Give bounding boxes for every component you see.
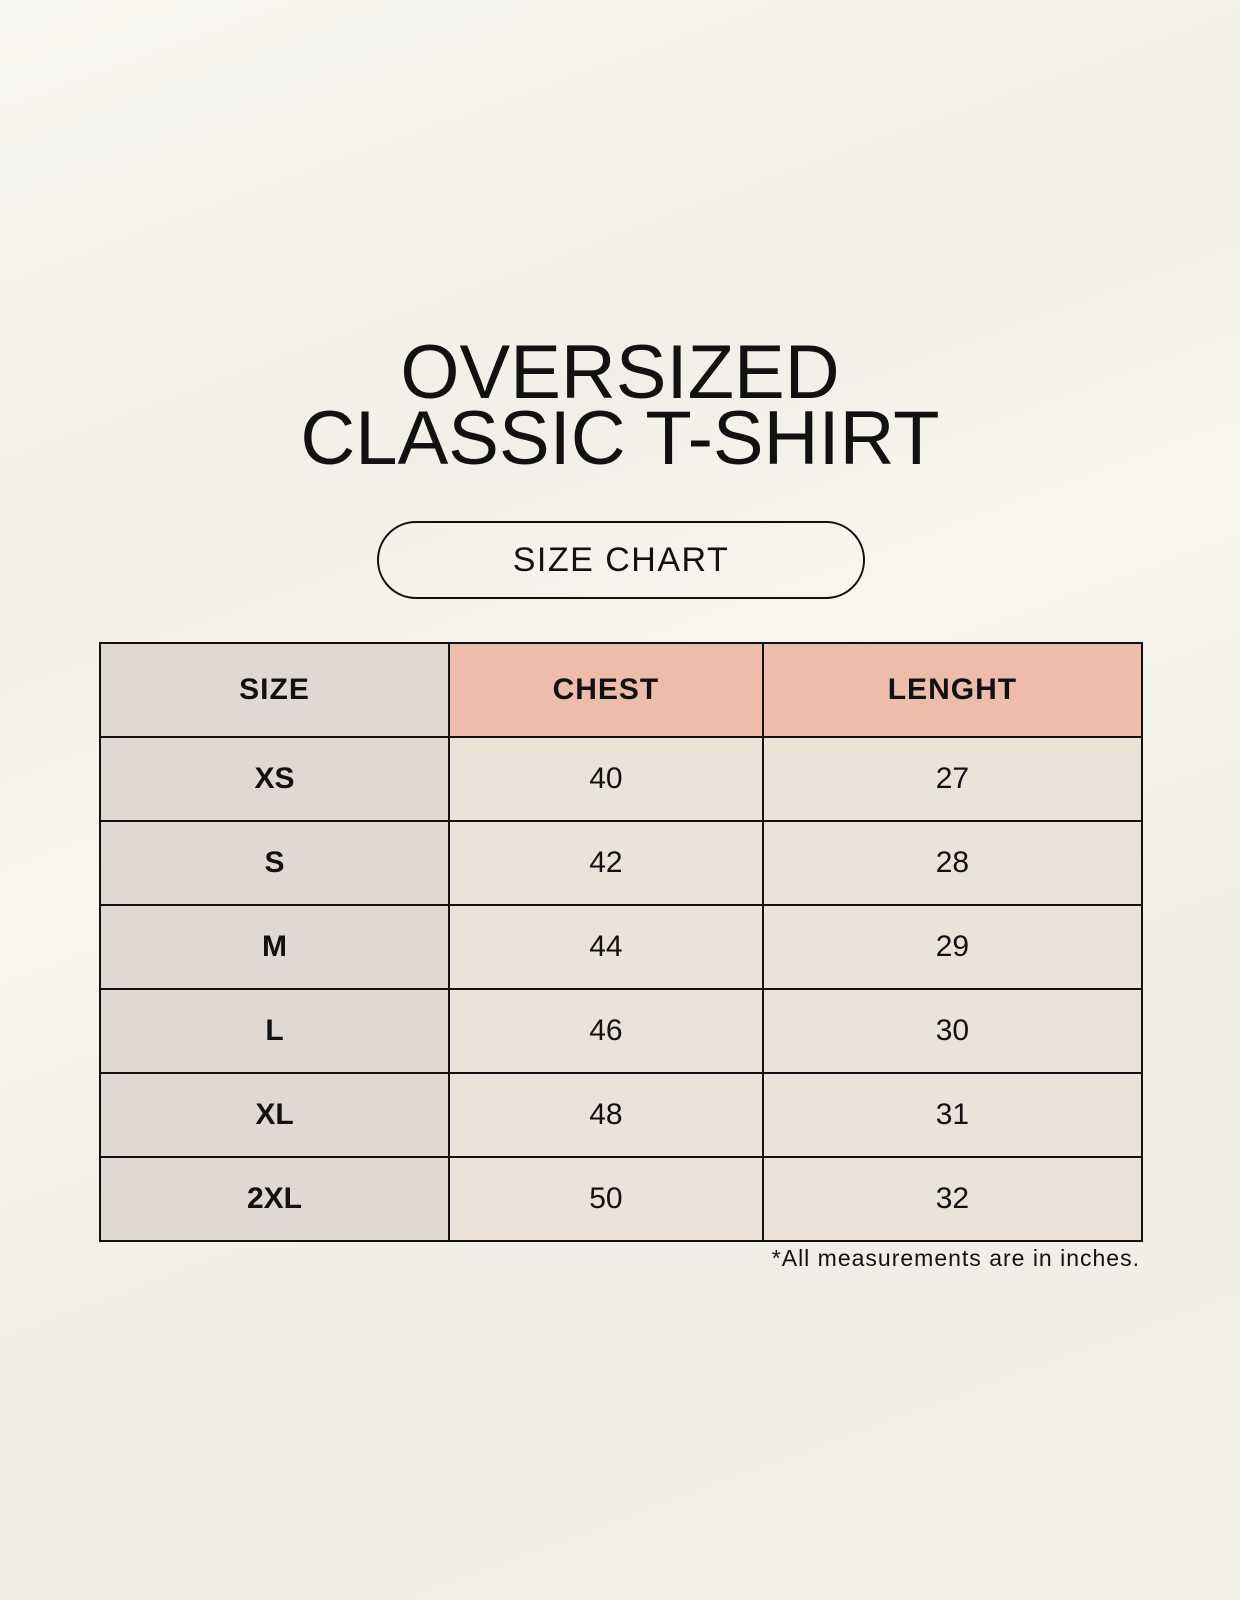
length-cell: 31: [761, 1072, 1144, 1158]
chest-cell: 46: [448, 988, 764, 1074]
size-cell: 2XL: [99, 1156, 450, 1242]
chest-cell: 42: [448, 820, 764, 906]
length-cell: 29: [761, 904, 1144, 990]
table-row: 2XL 50 32: [99, 1156, 1144, 1242]
measurement-footnote: *All measurements are in inches.: [771, 1245, 1140, 1271]
chest-cell: 48: [448, 1072, 764, 1158]
title-line-2: CLASSIC T-SHIRT: [300, 396, 940, 481]
size-cell: L: [99, 988, 450, 1074]
header-chest: CHEST: [448, 642, 764, 738]
table-row: XS 40 27: [99, 736, 1144, 822]
size-cell: XS: [99, 736, 450, 822]
length-cell: 28: [761, 820, 1144, 906]
table-row: S 42 28: [99, 820, 1144, 906]
size-cell: XL: [99, 1072, 450, 1158]
table-row: L 46 30: [99, 988, 1144, 1074]
size-cell: M: [99, 904, 450, 990]
size-cell: S: [99, 820, 450, 906]
chest-cell: 40: [448, 736, 764, 822]
header-length: LENGHT: [761, 642, 1144, 738]
length-cell: 27: [761, 736, 1144, 822]
table-row: M 44 29: [99, 904, 1144, 990]
table-header-row: SIZE CHEST LENGHT: [99, 642, 1144, 738]
page-title: OVERSIZED CLASSIC T-SHIRT: [0, 330, 1240, 481]
length-cell: 30: [761, 988, 1144, 1074]
size-table: SIZE CHEST LENGHT XS 40 27 S 42 28 M 44 …: [99, 642, 1144, 1242]
size-chart-badge: SIZE CHART: [377, 521, 865, 599]
title-line-1: OVERSIZED: [400, 330, 840, 415]
chest-cell: 50: [448, 1156, 764, 1242]
length-cell: 32: [761, 1156, 1144, 1242]
table-row: XL 48 31: [99, 1072, 1144, 1158]
chest-cell: 44: [448, 904, 764, 990]
header-size: SIZE: [99, 642, 450, 738]
